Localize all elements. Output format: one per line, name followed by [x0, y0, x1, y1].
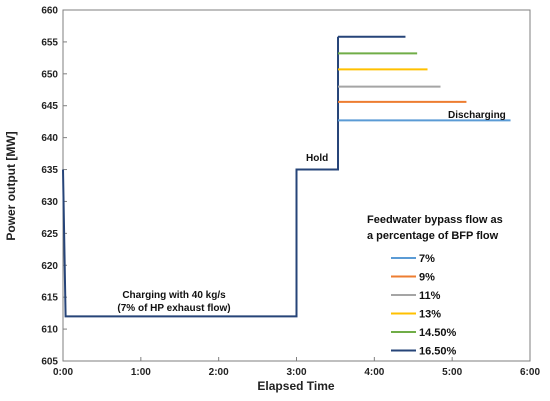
- legend-label: 11%: [419, 290, 441, 302]
- y-tick-label: 625: [41, 229, 58, 240]
- x-tick-label: 6:00: [520, 367, 540, 378]
- x-tick-label: 2:00: [209, 367, 229, 378]
- annotation-charging-line2: (7% of HP exhaust flow): [117, 303, 230, 314]
- y-tick-label: 660: [41, 6, 58, 17]
- y-tick-label: 640: [41, 133, 58, 144]
- legend: 7% 9% 11% 13% 14.50% 16.50%: [391, 253, 457, 358]
- y-tick-label: 650: [41, 69, 58, 80]
- y-tick-label: 615: [41, 293, 58, 304]
- legend-label: 13%: [419, 309, 441, 321]
- legend-label: 7%: [419, 253, 435, 265]
- y-tick-label: 635: [41, 165, 58, 176]
- series-line-common-path: [62, 118, 340, 318]
- x-tick-label: 0:00: [53, 367, 73, 378]
- annotation-discharging: Discharging: [448, 110, 506, 121]
- legend-label: 16.50%: [419, 346, 457, 358]
- x-tick-label: 1:00: [131, 367, 151, 378]
- y-tick-label: 630: [41, 197, 58, 208]
- y-tick-label: 620: [41, 261, 58, 272]
- x-tick-label: 5:00: [442, 367, 462, 378]
- annotation-charging-line1: Charging with 40 kg/s: [122, 290, 226, 301]
- x-axis-title: Elapsed Time: [257, 379, 334, 393]
- y-tick-label: 610: [41, 325, 58, 336]
- x-tick-label: 3:00: [286, 367, 306, 378]
- legend-title-line2: a percentage of BFP flow: [367, 230, 499, 242]
- legend-title-line1: Feedwater bypass flow as: [367, 214, 503, 226]
- y-tick-label: 655: [41, 37, 58, 48]
- x-axis-ticks: 0:00 1:00 2:00 3:00 4:00 5:00 6:00: [53, 357, 540, 378]
- legend-label: 14.50%: [419, 327, 457, 339]
- x-tick-label: 4:00: [364, 367, 384, 378]
- legend-label: 9%: [419, 272, 435, 284]
- annotation-hold: Hold: [306, 153, 328, 164]
- series-lines: [62, 35, 511, 318]
- y-tick-label: 605: [41, 357, 58, 368]
- y-tick-label: 645: [41, 101, 58, 112]
- y-axis-title: Power output [MW]: [4, 131, 18, 240]
